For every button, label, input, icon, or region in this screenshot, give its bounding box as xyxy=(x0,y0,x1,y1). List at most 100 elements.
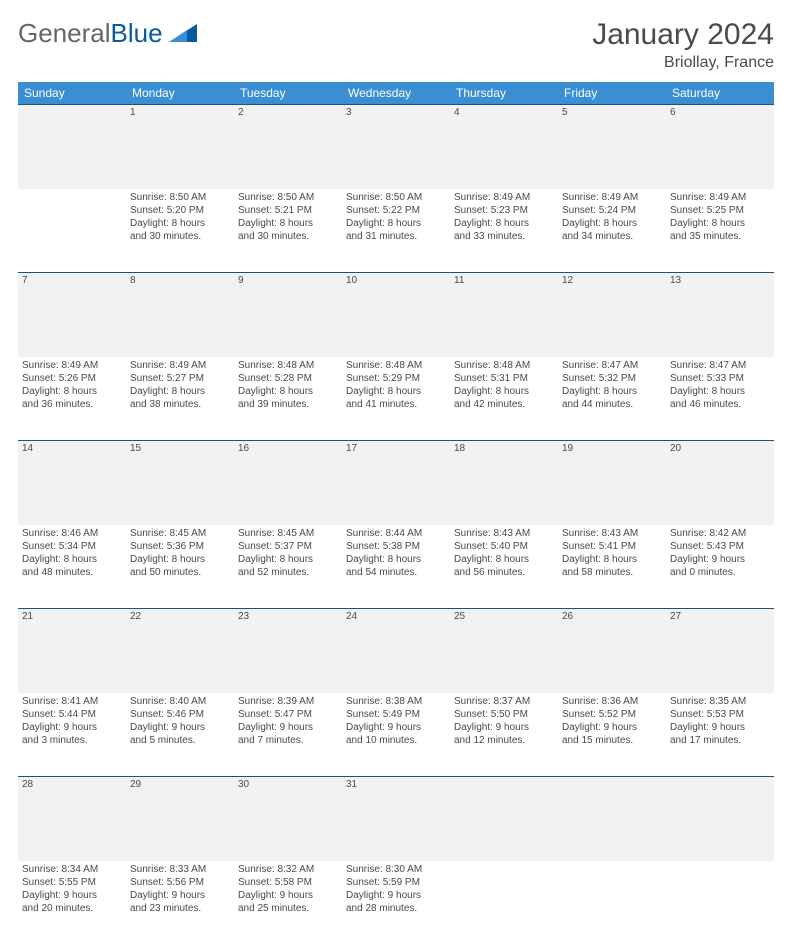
sunrise-text: Sunrise: 8:42 AM xyxy=(670,527,770,540)
daylight-text: and 12 minutes. xyxy=(454,734,554,747)
sunset-text: Sunset: 5:52 PM xyxy=(562,708,662,721)
sunrise-text: Sunrise: 8:33 AM xyxy=(130,863,230,876)
day-number xyxy=(18,105,126,189)
day-cell: Sunrise: 8:48 AMSunset: 5:29 PMDaylight:… xyxy=(342,357,450,441)
day-cell: Sunrise: 8:44 AMSunset: 5:38 PMDaylight:… xyxy=(342,525,450,609)
daylight-text: and 42 minutes. xyxy=(454,398,554,411)
daylight-text: Daylight: 8 hours xyxy=(562,385,662,398)
daylight-text: and 54 minutes. xyxy=(346,566,446,579)
day-content-row: Sunrise: 8:41 AMSunset: 5:44 PMDaylight:… xyxy=(18,693,774,777)
sunset-text: Sunset: 5:43 PM xyxy=(670,540,770,553)
daylight-text: Daylight: 8 hours xyxy=(130,217,230,230)
sunset-text: Sunset: 5:53 PM xyxy=(670,708,770,721)
sunrise-text: Sunrise: 8:50 AM xyxy=(238,191,338,204)
sunset-text: Sunset: 5:28 PM xyxy=(238,372,338,385)
day-cell: Sunrise: 8:32 AMSunset: 5:58 PMDaylight:… xyxy=(234,861,342,945)
sunset-text: Sunset: 5:49 PM xyxy=(346,708,446,721)
daylight-text: Daylight: 9 hours xyxy=(454,721,554,734)
sunrise-text: Sunrise: 8:49 AM xyxy=(562,191,662,204)
day-number: 10 xyxy=(342,273,450,357)
sunset-text: Sunset: 5:33 PM xyxy=(670,372,770,385)
daylight-text: Daylight: 9 hours xyxy=(346,721,446,734)
sunset-text: Sunset: 5:40 PM xyxy=(454,540,554,553)
day-content-row: Sunrise: 8:49 AMSunset: 5:26 PMDaylight:… xyxy=(18,357,774,441)
sunset-text: Sunset: 5:38 PM xyxy=(346,540,446,553)
day-cell: Sunrise: 8:40 AMSunset: 5:46 PMDaylight:… xyxy=(126,693,234,777)
day-cell: Sunrise: 8:45 AMSunset: 5:36 PMDaylight:… xyxy=(126,525,234,609)
weekday-header: Monday xyxy=(126,82,234,105)
day-number-row: 28293031 xyxy=(18,777,774,861)
daylight-text: Daylight: 8 hours xyxy=(454,385,554,398)
daylight-text: and 44 minutes. xyxy=(562,398,662,411)
day-cell: Sunrise: 8:49 AMSunset: 5:25 PMDaylight:… xyxy=(666,189,774,273)
day-cell: Sunrise: 8:47 AMSunset: 5:33 PMDaylight:… xyxy=(666,357,774,441)
day-cell: Sunrise: 8:38 AMSunset: 5:49 PMDaylight:… xyxy=(342,693,450,777)
day-cell: Sunrise: 8:41 AMSunset: 5:44 PMDaylight:… xyxy=(18,693,126,777)
daylight-text: and 52 minutes. xyxy=(238,566,338,579)
daylight-text: Daylight: 8 hours xyxy=(346,385,446,398)
day-number: 22 xyxy=(126,609,234,693)
day-number: 14 xyxy=(18,441,126,525)
daylight-text: and 10 minutes. xyxy=(346,734,446,747)
day-number: 13 xyxy=(666,273,774,357)
day-content-row: Sunrise: 8:50 AMSunset: 5:20 PMDaylight:… xyxy=(18,189,774,273)
day-number: 4 xyxy=(450,105,558,189)
daylight-text: Daylight: 9 hours xyxy=(346,889,446,902)
sunset-text: Sunset: 5:46 PM xyxy=(130,708,230,721)
daylight-text: and 50 minutes. xyxy=(130,566,230,579)
day-number: 5 xyxy=(558,105,666,189)
daylight-text: and 23 minutes. xyxy=(130,902,230,915)
sunrise-text: Sunrise: 8:39 AM xyxy=(238,695,338,708)
daylight-text: Daylight: 8 hours xyxy=(454,217,554,230)
day-cell: Sunrise: 8:50 AMSunset: 5:21 PMDaylight:… xyxy=(234,189,342,273)
daylight-text: Daylight: 9 hours xyxy=(22,889,122,902)
daylight-text: and 48 minutes. xyxy=(22,566,122,579)
daylight-text: Daylight: 9 hours xyxy=(562,721,662,734)
day-cell: Sunrise: 8:42 AMSunset: 5:43 PMDaylight:… xyxy=(666,525,774,609)
daylight-text: and 31 minutes. xyxy=(346,230,446,243)
sunset-text: Sunset: 5:36 PM xyxy=(130,540,230,553)
day-number: 1 xyxy=(126,105,234,189)
sunrise-text: Sunrise: 8:37 AM xyxy=(454,695,554,708)
brand-triangle-icon xyxy=(169,18,197,49)
sunset-text: Sunset: 5:41 PM xyxy=(562,540,662,553)
day-number: 23 xyxy=(234,609,342,693)
sunrise-text: Sunrise: 8:49 AM xyxy=(454,191,554,204)
sunrise-text: Sunrise: 8:48 AM xyxy=(454,359,554,372)
daylight-text: and 46 minutes. xyxy=(670,398,770,411)
sunrise-text: Sunrise: 8:49 AM xyxy=(670,191,770,204)
page-header: GeneralBlue January 2024 Briollay, Franc… xyxy=(18,18,774,72)
day-number: 19 xyxy=(558,441,666,525)
sunset-text: Sunset: 5:56 PM xyxy=(130,876,230,889)
day-cell: Sunrise: 8:35 AMSunset: 5:53 PMDaylight:… xyxy=(666,693,774,777)
weekday-header: Tuesday xyxy=(234,82,342,105)
daylight-text: and 38 minutes. xyxy=(130,398,230,411)
calendar-table: Sunday Monday Tuesday Wednesday Thursday… xyxy=(18,82,774,945)
day-cell: Sunrise: 8:37 AMSunset: 5:50 PMDaylight:… xyxy=(450,693,558,777)
daylight-text: Daylight: 9 hours xyxy=(130,889,230,902)
day-cell: Sunrise: 8:49 AMSunset: 5:23 PMDaylight:… xyxy=(450,189,558,273)
daylight-text: Daylight: 9 hours xyxy=(130,721,230,734)
weekday-header: Thursday xyxy=(450,82,558,105)
daylight-text: and 25 minutes. xyxy=(238,902,338,915)
day-number-row: 78910111213 xyxy=(18,273,774,357)
day-number-row: 123456 xyxy=(18,105,774,189)
daylight-text: and 34 minutes. xyxy=(562,230,662,243)
day-cell: Sunrise: 8:48 AMSunset: 5:31 PMDaylight:… xyxy=(450,357,558,441)
daylight-text: and 39 minutes. xyxy=(238,398,338,411)
daylight-text: Daylight: 8 hours xyxy=(238,553,338,566)
sunset-text: Sunset: 5:25 PM xyxy=(670,204,770,217)
sunset-text: Sunset: 5:31 PM xyxy=(454,372,554,385)
daylight-text: Daylight: 8 hours xyxy=(562,217,662,230)
sunset-text: Sunset: 5:27 PM xyxy=(130,372,230,385)
day-cell: Sunrise: 8:43 AMSunset: 5:41 PMDaylight:… xyxy=(558,525,666,609)
day-cell xyxy=(666,861,774,945)
sunrise-text: Sunrise: 8:35 AM xyxy=(670,695,770,708)
day-number: 27 xyxy=(666,609,774,693)
daylight-text: and 30 minutes. xyxy=(238,230,338,243)
daylight-text: and 0 minutes. xyxy=(670,566,770,579)
day-cell: Sunrise: 8:43 AMSunset: 5:40 PMDaylight:… xyxy=(450,525,558,609)
day-cell: Sunrise: 8:50 AMSunset: 5:22 PMDaylight:… xyxy=(342,189,450,273)
day-cell: Sunrise: 8:30 AMSunset: 5:59 PMDaylight:… xyxy=(342,861,450,945)
sunrise-text: Sunrise: 8:47 AM xyxy=(670,359,770,372)
